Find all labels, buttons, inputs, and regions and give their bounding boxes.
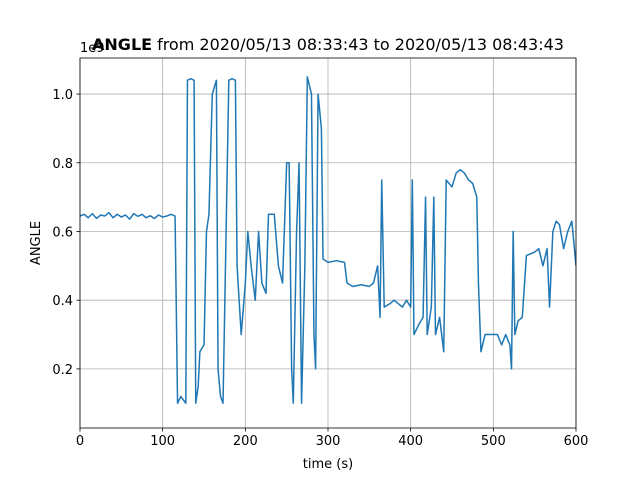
x-axis-label: time (s) bbox=[303, 457, 353, 472]
x-tick-label: 300 bbox=[316, 434, 341, 449]
x-tick-label: 100 bbox=[150, 434, 175, 449]
x-tick-label: 400 bbox=[398, 434, 423, 449]
chart-title-bold: ANGLE bbox=[92, 35, 152, 54]
data-line bbox=[80, 76, 576, 405]
chart-title-rest: from 2020/05/13 08:33:43 to 2020/05/13 0… bbox=[157, 35, 564, 54]
chart-title: ANGLE from 2020/05/13 08:33:43 to 2020/05… bbox=[92, 35, 564, 54]
x-tick-label: 200 bbox=[233, 434, 258, 449]
x-tick-label: 0 bbox=[76, 434, 84, 449]
y-tick-label: 0.4 bbox=[52, 294, 73, 309]
x-tick-label: 600 bbox=[564, 434, 589, 449]
x-tick-label: 500 bbox=[481, 434, 506, 449]
plot-frame bbox=[79, 57, 577, 429]
offset-label: 1e9 bbox=[80, 41, 105, 56]
y-tick-label: 0.8 bbox=[52, 157, 73, 172]
y-axis-label: ANGLE bbox=[29, 221, 44, 265]
y-tick-label: 0.2 bbox=[52, 363, 73, 378]
y-tick-label: 1.0 bbox=[52, 88, 73, 103]
y-tick-label: 0.6 bbox=[52, 225, 73, 240]
